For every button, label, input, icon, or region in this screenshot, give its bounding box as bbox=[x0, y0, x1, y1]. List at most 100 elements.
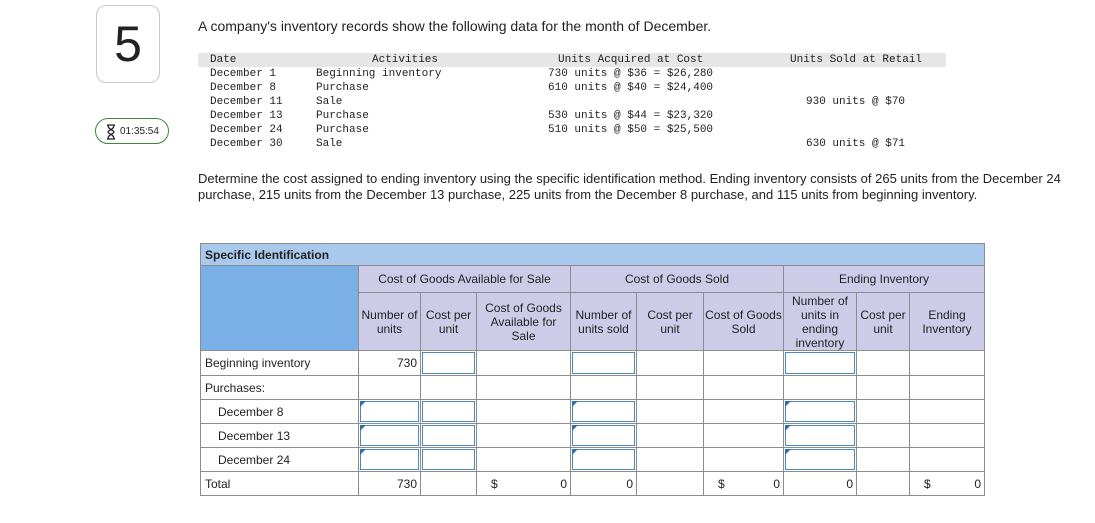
empty-cell bbox=[636, 375, 704, 400]
col-cost-per-unit-ending: Cost per unit bbox=[856, 292, 910, 351]
record-date: December 8 bbox=[210, 82, 277, 94]
dropdown-marker-icon bbox=[785, 401, 791, 407]
dollar-sign: $ bbox=[924, 477, 931, 491]
dec24-cogs-cell bbox=[703, 447, 784, 472]
col-num-units: Number of units bbox=[358, 292, 421, 351]
col-cost-per-unit-sold: Cost per unit bbox=[636, 292, 704, 351]
acquired-header: Units Acquired at Cost bbox=[558, 54, 704, 66]
row-label-purchases: Purchases: bbox=[200, 375, 359, 400]
row-header-spacer bbox=[200, 265, 359, 351]
record-date: December 13 bbox=[210, 110, 283, 122]
record-acquired: 530 units @ $44 = $23,320 bbox=[548, 110, 714, 122]
total-units: 730 bbox=[358, 471, 421, 496]
beginning-cost-ending-cell bbox=[856, 350, 910, 376]
total-cogas-value: 0 bbox=[560, 477, 567, 491]
dec8-ending-cell bbox=[909, 399, 985, 424]
total-cost-ending-cell bbox=[856, 471, 910, 496]
empty-cell bbox=[783, 375, 857, 400]
dropdown-marker-icon bbox=[572, 449, 578, 455]
dec13-units-sold-input[interactable] bbox=[570, 423, 637, 448]
timer-badge: 01:35:54 bbox=[95, 118, 169, 144]
dropdown-marker-icon bbox=[360, 449, 366, 455]
record-activity: Sale bbox=[316, 96, 343, 108]
total-units-ending: 0 bbox=[783, 471, 857, 496]
col-cost-per-unit: Cost per unit bbox=[420, 292, 477, 351]
hourglass-icon bbox=[107, 124, 115, 140]
empty-cell bbox=[856, 375, 910, 400]
sold-header: Units Sold at Retail bbox=[790, 54, 923, 66]
total-cost-sold-cell bbox=[636, 471, 704, 496]
row-label-dec24: December 24 bbox=[200, 447, 359, 472]
record-date: December 1 bbox=[210, 68, 277, 80]
dec13-units-input[interactable] bbox=[358, 423, 421, 448]
beginning-cost-per-unit-input[interactable] bbox=[420, 350, 477, 376]
col-cogas: Cost of Goods Available for Sale bbox=[476, 292, 571, 351]
record-acquired: 730 units @ $36 = $26,280 bbox=[548, 68, 714, 80]
dollar-sign: $ bbox=[718, 477, 725, 491]
dec8-cost-per-unit-input[interactable] bbox=[420, 399, 477, 424]
dec13-units-ending-input[interactable] bbox=[783, 423, 857, 448]
col-ending-inventory: Ending Inventory bbox=[909, 292, 985, 351]
intro-text: A company's inventory records show the f… bbox=[198, 18, 712, 34]
row-label-dec13: December 13 bbox=[200, 423, 359, 448]
dec24-units-input[interactable] bbox=[358, 447, 421, 472]
cogs-group-header: Cost of Goods Sold bbox=[570, 265, 784, 293]
dec8-units-ending-input[interactable] bbox=[783, 399, 857, 424]
row-label-beginning: Beginning inventory bbox=[200, 350, 359, 376]
dec8-units-sold-input[interactable] bbox=[570, 399, 637, 424]
dec24-cogas-cell bbox=[476, 447, 571, 472]
record-acquired: 610 units @ $40 = $24,400 bbox=[548, 82, 714, 94]
col-units-ending: Number of units in ending inventory bbox=[783, 292, 857, 351]
dropdown-marker-icon bbox=[785, 425, 791, 431]
dec24-cost-ending-cell bbox=[856, 447, 910, 472]
question-number: 5 bbox=[96, 5, 160, 83]
empty-cell bbox=[703, 375, 784, 400]
record-date: December 30 bbox=[210, 138, 283, 150]
dec8-cogs-cell bbox=[703, 399, 784, 424]
row-label-dec8: December 8 bbox=[200, 399, 359, 424]
dec24-units-sold-input[interactable] bbox=[570, 447, 637, 472]
dec24-cost-sold-cell bbox=[636, 447, 704, 472]
beginning-units-ending-input[interactable] bbox=[783, 350, 857, 376]
dec13-cogs-cell bbox=[703, 423, 784, 448]
dec13-cost-ending-cell bbox=[856, 423, 910, 448]
dec13-cost-sold-cell bbox=[636, 423, 704, 448]
empty-cell bbox=[476, 375, 571, 400]
col-cogs: Cost of Goods Sold bbox=[703, 292, 784, 351]
timer-text: 01:35:54 bbox=[120, 126, 159, 137]
dec13-cogas-cell bbox=[476, 423, 571, 448]
beginning-cost-sold-cell bbox=[636, 350, 704, 376]
dec8-cost-ending-cell bbox=[856, 399, 910, 424]
dec24-units-ending-input[interactable] bbox=[783, 447, 857, 472]
beginning-units-sold-input[interactable] bbox=[570, 350, 637, 376]
total-ending-inventory: $ 0 bbox=[909, 471, 985, 496]
total-cogas: $ 0 bbox=[476, 471, 571, 496]
date-header: Date bbox=[210, 54, 237, 66]
record-activity: Sale bbox=[316, 138, 343, 150]
empty-cell bbox=[570, 375, 637, 400]
total-ending-value: 0 bbox=[974, 477, 981, 491]
total-units-sold: 0 bbox=[570, 471, 637, 496]
dec13-cost-per-unit-input[interactable] bbox=[420, 423, 477, 448]
row-label-total: Total bbox=[200, 471, 359, 496]
record-sold: 930 units @ $70 bbox=[806, 96, 906, 108]
ending-group-header: Ending Inventory bbox=[783, 265, 985, 293]
dec24-cost-per-unit-input[interactable] bbox=[420, 447, 477, 472]
record-activity: Purchase bbox=[316, 124, 369, 136]
total-cost-per-unit-cell bbox=[420, 471, 477, 496]
record-date: December 24 bbox=[210, 124, 283, 136]
beginning-cogs-cell bbox=[703, 350, 784, 376]
dollar-sign: $ bbox=[491, 477, 498, 491]
record-date: December 11 bbox=[210, 96, 283, 108]
dropdown-marker-icon bbox=[785, 449, 791, 455]
beginning-ending-cell bbox=[909, 350, 985, 376]
record-activity: Purchase bbox=[316, 110, 369, 122]
dec24-ending-cell bbox=[909, 447, 985, 472]
record-sold: 630 units @ $71 bbox=[806, 138, 906, 150]
col-units-sold: Number of units sold bbox=[570, 292, 637, 351]
empty-cell bbox=[358, 375, 421, 400]
record-acquired: 510 units @ $50 = $25,500 bbox=[548, 124, 714, 136]
dec8-units-input[interactable] bbox=[358, 399, 421, 424]
records-header bbox=[198, 53, 946, 67]
dropdown-marker-icon bbox=[572, 425, 578, 431]
